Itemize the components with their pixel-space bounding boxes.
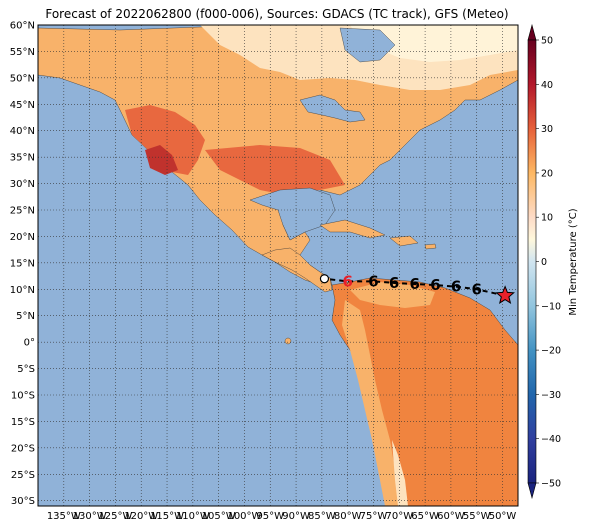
gridlines: [38, 25, 518, 506]
track-point-symbol: 6: [342, 272, 352, 290]
gulf-of-mexico: [249, 187, 336, 241]
lon-label: 95°W: [256, 511, 284, 522]
lon-label: 125°W: [98, 511, 132, 522]
lon-label: 50°W: [489, 511, 517, 522]
hudson-bay: [339, 27, 396, 63]
colorbar: 50 40 30 20 10 0 −10 −20 −30 −40 −50 Min Temperatu…: [527, 23, 579, 500]
colorbar-label: Min Temperature (°C): [568, 208, 579, 315]
galapagos: [284, 337, 292, 345]
lat-label: 40°N: [10, 126, 35, 137]
puerto-rico: [424, 243, 437, 250]
track-current-position-star: [495, 285, 515, 304]
land-andes-cold: [392, 440, 408, 506]
lat-label: 25°S: [11, 470, 35, 481]
colorbar-tick-label: −40: [541, 434, 561, 445]
lat-label: 20°S: [11, 443, 35, 454]
lon-label: 55°W: [463, 511, 491, 522]
lon-label: 90°W: [282, 511, 310, 522]
colorbar-ticks: 50 40 30 20 10 0 −10 −20 −30 −40 −50: [536, 36, 561, 490]
lon-label: 70°W: [385, 511, 413, 522]
lat-label: 45°N: [10, 100, 35, 111]
lon-label: 110°W: [176, 511, 210, 522]
colorbar-tick-label: 20: [541, 168, 553, 179]
lon-label: 105°W: [202, 511, 236, 522]
lon-label: 100°W: [227, 511, 261, 522]
great-lakes: [299, 94, 366, 123]
map-title: Forecast of 2022062800 (f000-006), Sourc…: [45, 7, 508, 21]
lat-label: 5°S: [17, 364, 35, 375]
colorbar-tick-label: −50: [541, 479, 561, 490]
lat-label: 5°N: [16, 311, 35, 322]
lat-label: 60°N: [10, 21, 35, 32]
colorbar-tick-label: 50: [541, 36, 553, 47]
longitude-labels: 135°W130°W125°W120°W115°W110°W105°W100°W…: [47, 511, 517, 522]
colorbar-bar: [527, 39, 537, 484]
lat-label: 10°S: [11, 391, 35, 402]
lon-label: 85°W: [308, 511, 336, 522]
land-central-america: [261, 247, 333, 293]
lon-label: 120°W: [124, 511, 158, 522]
colorbar-tick-label: −10: [541, 301, 561, 312]
colorbar-top-extend: [527, 23, 537, 41]
lat-label: 30°S: [11, 496, 35, 507]
colorbar-tick-label: −20: [541, 346, 561, 357]
land-canada-cooler: [350, 25, 518, 62]
lon-label: 65°W: [411, 511, 439, 522]
land-very-hot: [145, 145, 178, 175]
lon-label: 115°W: [150, 511, 184, 522]
track-point-symbol: 6: [368, 272, 378, 290]
lon-label: 60°W: [437, 511, 465, 522]
land-hot-plains: [205, 145, 345, 195]
map-area: [38, 25, 518, 506]
latitude-labels: 60°N 55°N 50°N 45°N 40°N 35°N 30°N 25°N 20°N 15°N…: [10, 21, 35, 508]
colorbar-tick-label: 0: [541, 257, 547, 268]
track-point-symbol: 6: [451, 278, 461, 296]
lon-label: 135°W: [47, 511, 81, 522]
track-point-symbol: 6: [471, 280, 481, 298]
land-andes-cool: [342, 300, 400, 506]
lat-label: 25°N: [10, 206, 35, 217]
track-line: [324, 277, 506, 297]
land-hot-southwest: [125, 105, 205, 175]
track-point-symbol: 6: [389, 274, 399, 292]
lat-label: 15°S: [11, 417, 35, 428]
lon-label: 80°W: [334, 511, 362, 522]
track-point-symbol: 6: [430, 276, 440, 294]
colorbar-tick-label: 30: [541, 124, 553, 135]
track-point-circle: [319, 274, 330, 284]
hispaniola: [389, 235, 419, 247]
track-point-symbol: 6: [410, 275, 420, 293]
lat-label: 10°N: [10, 285, 35, 296]
lon-label: 75°W: [360, 511, 388, 522]
lat-label: 50°N: [10, 73, 35, 84]
lat-label: 20°N: [10, 232, 35, 243]
lat-label: 0°: [24, 338, 35, 349]
land-north-sa-cool: [350, 282, 435, 308]
colorbar-tick-label: −30: [541, 390, 561, 401]
lat-label: 30°N: [10, 179, 35, 190]
lat-label: 15°N: [10, 258, 35, 269]
map-frame: [37, 24, 519, 507]
lat-label: 55°N: [10, 47, 35, 58]
colorbar-bottom-extend: [527, 482, 537, 500]
lon-label: 130°W: [73, 511, 107, 522]
lat-label: 35°N: [10, 153, 35, 164]
colorbar-tick-label: 10: [541, 213, 553, 224]
colorbar-tick-label: 40: [541, 80, 553, 91]
